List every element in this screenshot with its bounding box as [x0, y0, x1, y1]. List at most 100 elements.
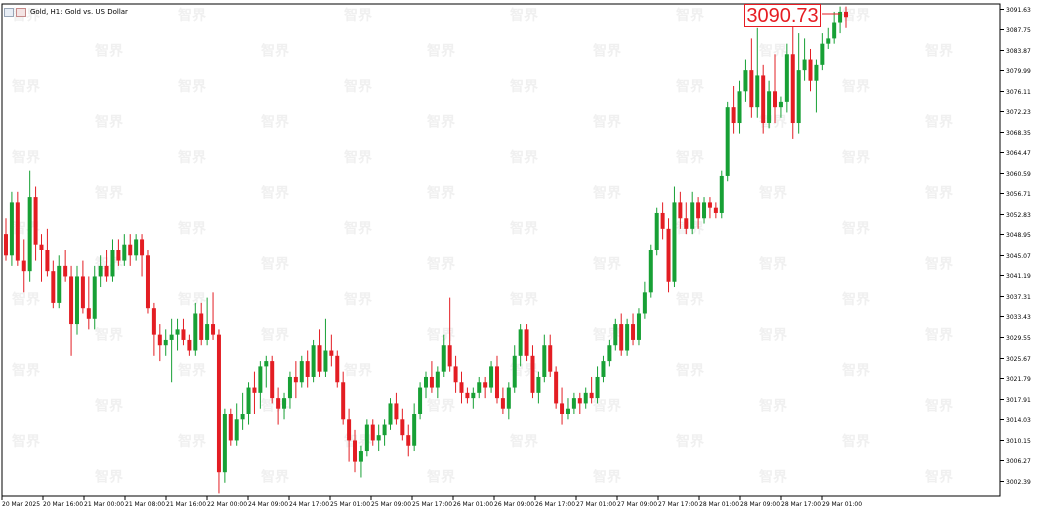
- watermark-text: 智界: [343, 362, 373, 379]
- candle-body: [761, 75, 766, 124]
- candle-body: [755, 75, 760, 108]
- x-tick-label: 24 Mar 17:00: [289, 501, 329, 508]
- candle-body: [749, 70, 754, 108]
- candle-body: [270, 361, 275, 399]
- chart-header: Gold, H1: Gold vs. US Dollar: [4, 6, 128, 18]
- candle-body: [601, 361, 606, 377]
- x-tick-label: 28 Mar 01:00: [699, 501, 739, 508]
- y-tick-label: 3045.07: [1006, 253, 1031, 260]
- candle-body: [702, 202, 707, 219]
- candle-body: [211, 324, 216, 335]
- candle-body: [506, 387, 511, 409]
- y-tick-label: 3083.87: [1006, 48, 1031, 55]
- candle-body: [524, 329, 529, 356]
- candle-body: [128, 244, 133, 256]
- x-tick-label: 24 Mar 09:00: [248, 501, 288, 508]
- watermark-text: 智界: [343, 7, 373, 24]
- candle-body: [548, 345, 553, 372]
- candle-body: [447, 345, 452, 367]
- x-tick-label: 22 Mar 00:00: [207, 501, 247, 508]
- candle-body: [364, 424, 369, 452]
- candle-body: [299, 361, 304, 383]
- y-tick-label: 3064.47: [1006, 150, 1031, 157]
- candle-body: [725, 107, 730, 176]
- watermark-text: 智界: [94, 43, 124, 60]
- candle-body: [175, 329, 180, 335]
- candle-body: [767, 91, 772, 124]
- candle-body: [353, 440, 358, 462]
- watermark-text: 智界: [260, 469, 290, 486]
- y-tick-label: 3014.03: [1006, 417, 1031, 424]
- candle-body: [690, 202, 695, 229]
- indicator-icon[interactable]: [16, 7, 26, 17]
- candle-body: [157, 334, 162, 346]
- candle-body: [57, 265, 62, 303]
- candle-body: [86, 308, 91, 319]
- x-tick-label: 28 Mar 17:00: [781, 501, 821, 508]
- x-tick-label: 26 Mar 17:00: [535, 501, 575, 508]
- candle-body: [648, 250, 653, 293]
- watermark-text: 智界: [343, 149, 373, 166]
- watermark-text: 智界: [11, 149, 41, 166]
- watermark-text: 智界: [592, 256, 622, 273]
- candle-body: [790, 54, 795, 124]
- candle-body: [583, 392, 588, 404]
- watermark-text: 智界: [758, 469, 788, 486]
- plot-frame: [1, 3, 1001, 497]
- candle-body: [595, 376, 600, 399]
- candle-body: [116, 250, 121, 261]
- watermark-text: 智界: [177, 291, 207, 308]
- candle-body: [489, 366, 494, 388]
- x-tick-label: 21 Mar 08:00: [125, 501, 165, 508]
- y-tick-label: 3006.27: [1006, 458, 1031, 465]
- watermark-text: 智界: [177, 220, 207, 237]
- candle-body: [560, 403, 565, 414]
- watermark-text: 智界: [509, 7, 539, 24]
- candle-body: [317, 345, 322, 372]
- candle-body: [778, 101, 783, 108]
- watermark-text: 智界: [343, 220, 373, 237]
- y-tick-label: 3025.67: [1006, 356, 1031, 363]
- watermark-text: 智界: [177, 78, 207, 95]
- watermark-text: 智界: [675, 433, 705, 450]
- watermark-text: 智界: [758, 327, 788, 344]
- watermark-text: 智界: [924, 327, 954, 344]
- watermark-text: 智界: [924, 256, 954, 273]
- watermark-text: 智界: [675, 7, 705, 24]
- candle-body: [323, 350, 328, 372]
- x-tick-label: 27 Mar 01:00: [576, 501, 616, 508]
- x-tick-label: 21 Mar 16:00: [166, 501, 206, 508]
- watermark-text: 智界: [11, 362, 41, 379]
- y-tick-label: 3048.95: [1006, 232, 1031, 239]
- watermark-text: 智界: [758, 114, 788, 131]
- watermark-text: 智界: [592, 327, 622, 344]
- watermark-text: 智界: [841, 433, 871, 450]
- candle-body: [370, 424, 375, 441]
- watermark-text: 智界: [94, 398, 124, 415]
- candle-body: [660, 212, 665, 229]
- watermark-text: 智界: [841, 149, 871, 166]
- watermark-text: 智界: [592, 398, 622, 415]
- candle-body: [264, 361, 269, 367]
- y-tick-label: 3010.15: [1006, 438, 1031, 445]
- watermark-text: 智界: [509, 220, 539, 237]
- candle-body: [169, 334, 174, 340]
- candle-body: [832, 22, 837, 39]
- candle-body: [743, 70, 748, 92]
- watermark-text: 智界: [426, 327, 456, 344]
- candle-body: [412, 414, 417, 446]
- candle-body: [684, 218, 689, 229]
- candle-body: [826, 38, 831, 44]
- candle-body: [571, 398, 576, 409]
- watermark-text: 智界: [426, 469, 456, 486]
- chart-window-icon[interactable]: [4, 7, 14, 17]
- candle-body: [814, 64, 819, 81]
- candle-body: [808, 59, 813, 81]
- candle-body: [193, 313, 198, 351]
- candle-body: [234, 419, 239, 441]
- candle-body: [45, 250, 50, 272]
- watermark-text: 智界: [177, 362, 207, 379]
- watermark-text: 智界: [592, 185, 622, 202]
- candle-body: [382, 424, 387, 436]
